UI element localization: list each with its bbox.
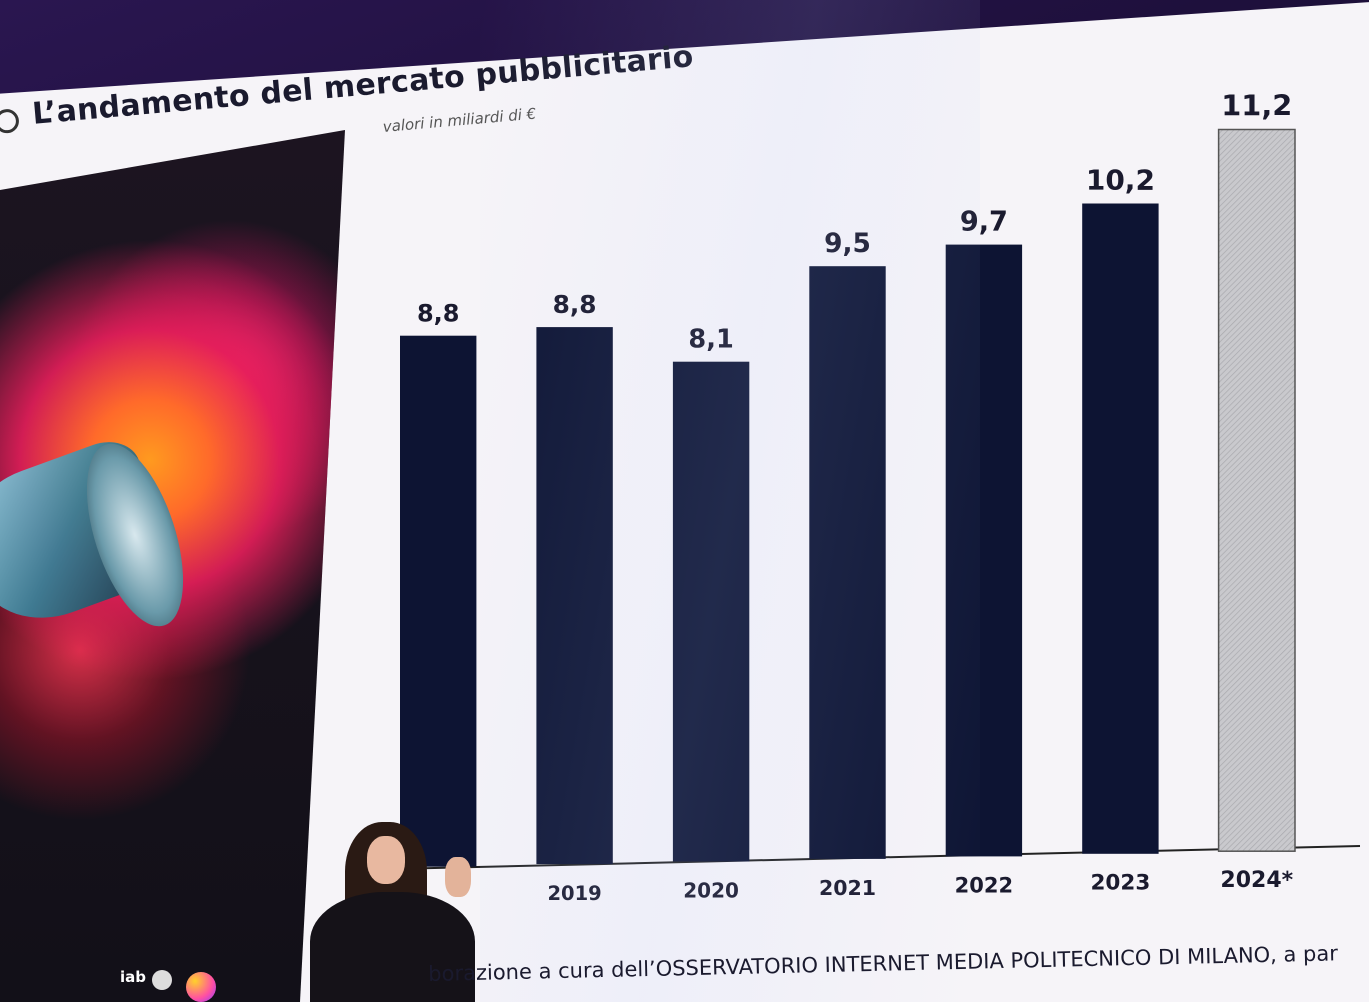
bar-2019 bbox=[536, 327, 613, 865]
x-tick-label-2020: 2020 bbox=[683, 879, 739, 903]
value-label-2021: 9,5 bbox=[824, 228, 871, 259]
bar-2021 bbox=[809, 266, 886, 859]
bar-2020 bbox=[672, 361, 750, 862]
iab-logo: iab bbox=[120, 968, 147, 986]
value-labels-group: 8,8 8,8 8,1 9,5 9,7 10,2 11,2 bbox=[417, 89, 1292, 355]
value-label-2018: 8,8 bbox=[417, 300, 460, 328]
bar-2018 bbox=[400, 335, 477, 867]
colorful-logo-icon bbox=[186, 972, 216, 1002]
presenter-body bbox=[310, 892, 475, 1002]
presenter-hand bbox=[445, 857, 471, 897]
bar-2023 bbox=[1082, 203, 1159, 854]
x-tick-label-2023: 2023 bbox=[1090, 871, 1150, 896]
bar-2024-estimate bbox=[1217, 128, 1296, 852]
value-label-2019: 8,8 bbox=[553, 290, 597, 319]
x-tick-label-2024-estimate: 2024* bbox=[1220, 868, 1293, 893]
value-label-2020: 8,1 bbox=[688, 325, 733, 355]
value-label-2024-estimate: 11,2 bbox=[1221, 89, 1292, 123]
partner-logo-icon bbox=[152, 970, 172, 990]
x-tick-label-2022: 2022 bbox=[955, 873, 1013, 897]
bars-group bbox=[400, 128, 1296, 867]
bar-2022 bbox=[945, 244, 1023, 857]
x-tick-label-2021: 2021 bbox=[819, 876, 876, 900]
x-tick-label-2019: 2019 bbox=[547, 882, 601, 905]
tick-labels-group: 2019 2020 2021 2022 2023 2024* bbox=[547, 868, 1293, 905]
presenter-figure bbox=[310, 822, 475, 1002]
value-label-2023: 10,2 bbox=[1086, 164, 1155, 197]
value-label-2022: 9,7 bbox=[960, 207, 1008, 238]
presenter-face bbox=[367, 836, 405, 884]
logo-strip: iab bbox=[120, 968, 230, 1002]
